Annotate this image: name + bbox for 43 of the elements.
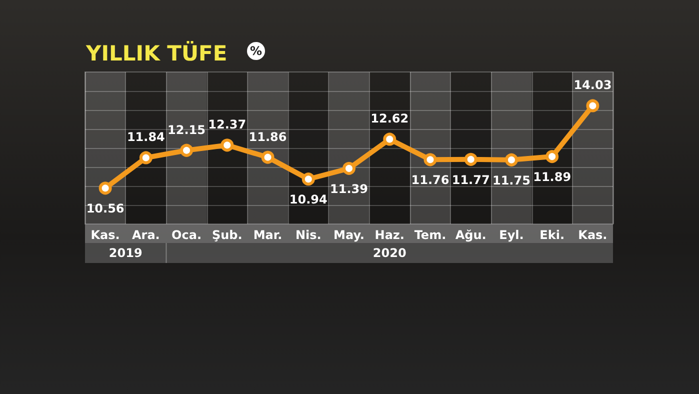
data-label: 11.89 — [533, 170, 572, 184]
point — [220, 138, 234, 152]
data-label: 10.56 — [86, 202, 124, 216]
x-tick-label: Kas. — [90, 228, 120, 242]
point — [139, 151, 152, 164]
data-label: 11.75 — [492, 173, 530, 188]
point — [504, 153, 518, 166]
x-tick-label: Ağu. — [455, 228, 486, 242]
x-tick-label: Tem. — [414, 228, 446, 242]
data-label: 11.86 — [248, 130, 287, 144]
x-tick-label: Eki. — [540, 228, 565, 242]
data-label: 14.03 — [574, 78, 612, 92]
x-tick-label: Mar. — [253, 228, 282, 242]
x-tick-label: Nis. — [295, 228, 322, 242]
x-tick-label: Oca. — [172, 228, 202, 242]
point — [261, 150, 274, 164]
point — [302, 172, 315, 186]
data-label: 12.37 — [208, 118, 246, 132]
point — [383, 132, 396, 146]
point — [424, 153, 437, 166]
text: 2019 — [108, 246, 142, 260]
data-label: 12.15 — [168, 122, 206, 137]
point — [342, 162, 356, 175]
point — [180, 144, 194, 157]
data-label: 12.62 — [370, 112, 409, 126]
chart-title: YILLIK TÜFE — [85, 40, 228, 66]
data-label: 11.84 — [126, 130, 165, 144]
x-tick-label: Şub. — [212, 228, 242, 242]
point — [98, 182, 112, 195]
data-label: 11.76 — [411, 173, 450, 188]
x-tick-label: Eyl. — [499, 228, 524, 242]
point — [464, 152, 478, 166]
x-tick-label: Kas. — [578, 228, 608, 242]
data-label: 10.94 — [289, 192, 328, 207]
x-tick-label: Ara. — [132, 228, 160, 242]
x-tick-label: Haz. — [374, 228, 404, 242]
point — [546, 150, 559, 164]
data-label: 11.77 — [452, 172, 490, 187]
data-label: 11.39 — [330, 182, 368, 196]
text: 2020 — [372, 246, 406, 260]
chart-subtitle: % — [250, 44, 262, 58]
x-tick-label: May. — [334, 228, 364, 242]
point — [586, 99, 600, 112]
